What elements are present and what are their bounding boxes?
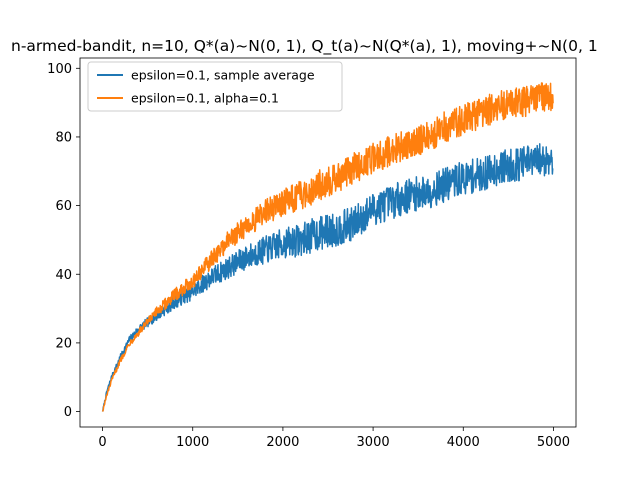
legend: epsilon=0.1, sample average epsilon=0.1,…	[87, 61, 343, 112]
x-tick-label: 2000	[266, 435, 299, 450]
x-tick-label: 1000	[176, 435, 209, 450]
y-tick-label: 100	[47, 62, 72, 77]
legend-label-sample-average: epsilon=0.1, sample average	[131, 68, 315, 83]
x-tick-label: 4000	[447, 435, 480, 450]
x-tick-label: 5000	[537, 435, 570, 450]
y-tick-label: 80	[55, 130, 72, 145]
series-line-0	[101, 143, 554, 412]
x-tick-label: 0	[98, 435, 106, 450]
y-tick-label: 0	[64, 405, 72, 420]
y-tick-label: 40	[55, 268, 72, 283]
y-tick-label: 20	[55, 336, 72, 351]
chart-title: n-armed-bandit, n=10, Q*(a)~N(0, 1), Q_t…	[11, 37, 598, 56]
legend-label-alpha: epsilon=0.1, alpha=0.1	[131, 91, 279, 106]
y-tick-label: 60	[55, 199, 72, 214]
x-tick-label: 3000	[357, 435, 390, 450]
plot-area	[101, 82, 554, 412]
series-line-1	[101, 82, 554, 412]
axes: 0 1000 2000 3000 4000 5000 0 20 40 60 80 100	[47, 57, 577, 450]
axes-frame	[79, 57, 577, 428]
